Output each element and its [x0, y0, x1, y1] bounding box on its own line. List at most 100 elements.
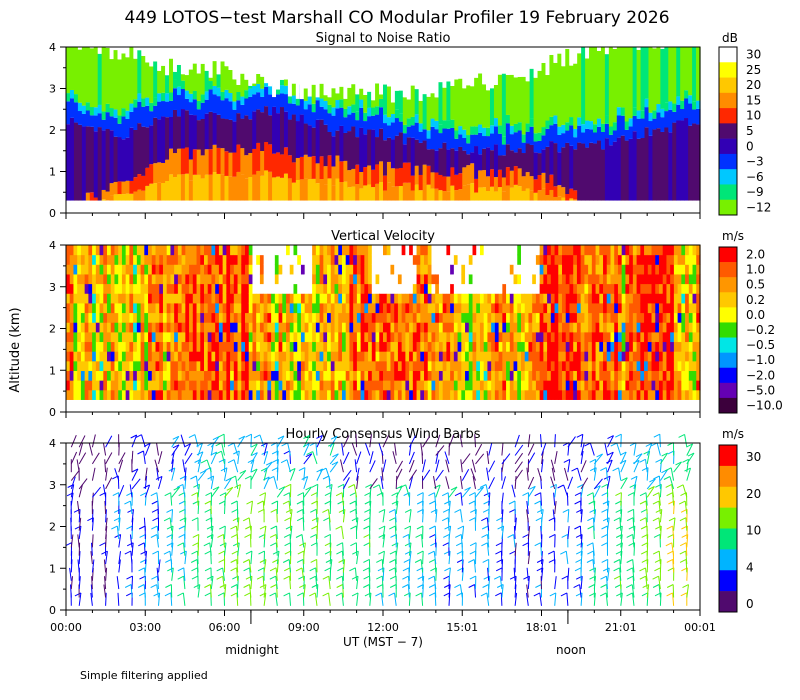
- vv-cell: [632, 351, 638, 362]
- vv-cell: [446, 351, 451, 362]
- vv-cell: [472, 283, 477, 294]
- vv-cell: [670, 341, 675, 352]
- snr-cell: [398, 90, 404, 114]
- vv-cell: [431, 283, 436, 294]
- snr-cell: [402, 133, 408, 145]
- snr-cell: [196, 47, 202, 74]
- wind-barb-flag: [260, 467, 268, 472]
- wind-barb: [408, 459, 415, 473]
- vv-cell: [245, 389, 250, 400]
- wind-barb: [470, 468, 476, 481]
- vv-cell: [390, 322, 395, 333]
- snr-cell: [422, 129, 428, 141]
- vv-cell: [409, 360, 414, 372]
- wind-barb-flag: [191, 492, 198, 497]
- wind-barb-flag: [283, 567, 291, 572]
- vv-cell: [77, 370, 82, 381]
- snr-cell: [521, 142, 527, 154]
- vv-cell: [494, 283, 500, 294]
- vv-cell: [632, 380, 638, 391]
- vv-cell: [558, 283, 563, 294]
- vv-cell: [614, 341, 619, 352]
- vv-cell: [185, 370, 190, 381]
- vv-cell: [457, 389, 462, 400]
- vv-cell: [289, 351, 295, 362]
- wind-barb: [91, 509, 94, 523]
- vv-cell: [274, 312, 280, 323]
- vv-cell: [681, 370, 686, 381]
- vv-cell: [651, 360, 656, 372]
- vv-cell: [99, 302, 104, 314]
- snr-cell: [228, 101, 234, 120]
- vv-cell: [640, 254, 645, 265]
- vv-cell: [412, 254, 418, 265]
- vv-cell: [222, 245, 227, 256]
- vv-cell: [524, 283, 530, 294]
- vv-cell: [539, 322, 544, 333]
- vv-cell: [230, 360, 235, 372]
- wind-barb: [117, 592, 120, 606]
- vv-cell: [114, 331, 119, 343]
- vv-cell: [356, 264, 362, 275]
- snr-cell: [66, 101, 71, 125]
- snr-cell: [85, 47, 91, 103]
- snr-cell: [276, 94, 281, 114]
- vv-cell: [345, 245, 351, 256]
- vv-cell: [457, 302, 462, 314]
- wind-barb: [302, 500, 305, 515]
- vv-cell: [189, 302, 194, 314]
- vv-cell: [625, 351, 630, 362]
- wind-barb-flag: [349, 500, 356, 505]
- wind-barb: [154, 459, 159, 473]
- snr-cell: [113, 109, 119, 118]
- snr-cell: [172, 153, 178, 178]
- vv-cell: [338, 331, 343, 343]
- vv-cell: [673, 331, 679, 343]
- vv-cell: [286, 360, 291, 372]
- wind-barb: [303, 576, 305, 590]
- vv-cell: [297, 273, 302, 285]
- vv-cell: [353, 331, 358, 343]
- vv-cell: [148, 264, 153, 275]
- wind-barb-flag: [270, 584, 277, 588]
- vv-cell: [200, 389, 205, 400]
- vv-cell: [562, 341, 567, 352]
- vv-cell: [595, 389, 600, 400]
- vv-cell: [453, 293, 459, 304]
- wind-barb: [394, 526, 397, 540]
- vv-cell: [88, 370, 93, 381]
- vv-cell: [136, 389, 142, 400]
- wind-barb-flag: [324, 567, 331, 572]
- wind-barb-flag: [99, 542, 106, 547]
- snr-cell: [474, 47, 479, 78]
- wind-barb-flag: [337, 567, 344, 572]
- vv-cell: [662, 302, 668, 314]
- snr-cell: [426, 96, 432, 131]
- wind-barb: [197, 584, 201, 598]
- vv-cell: [576, 283, 582, 294]
- vv-cell: [562, 293, 567, 304]
- vv-cell: [226, 312, 231, 323]
- vv-cell: [267, 264, 272, 275]
- vv-cell: [84, 380, 89, 391]
- vv-cell: [681, 380, 686, 391]
- vv-cell: [304, 312, 310, 323]
- snr-cell: [489, 125, 495, 134]
- vv-cell: [155, 302, 160, 314]
- vv-cell: [203, 273, 209, 285]
- vv-cell: [573, 322, 578, 333]
- wind-barb: [461, 551, 464, 565]
- wind-barb: [105, 467, 108, 481]
- wind-barb-flag: [256, 575, 264, 580]
- vv-cell: [282, 360, 287, 372]
- colorbar-label: −0.5: [746, 338, 775, 352]
- colorbar-label: 25: [746, 63, 761, 77]
- vv-cell: [580, 322, 585, 333]
- vv-cell: [192, 283, 198, 294]
- vv-cell: [356, 273, 362, 285]
- wind-barb-flag: [414, 559, 422, 563]
- vv-cell: [550, 360, 556, 372]
- vv-cell: [304, 302, 310, 314]
- wind-barb-flag: [322, 508, 329, 513]
- vv-cell: [520, 389, 526, 400]
